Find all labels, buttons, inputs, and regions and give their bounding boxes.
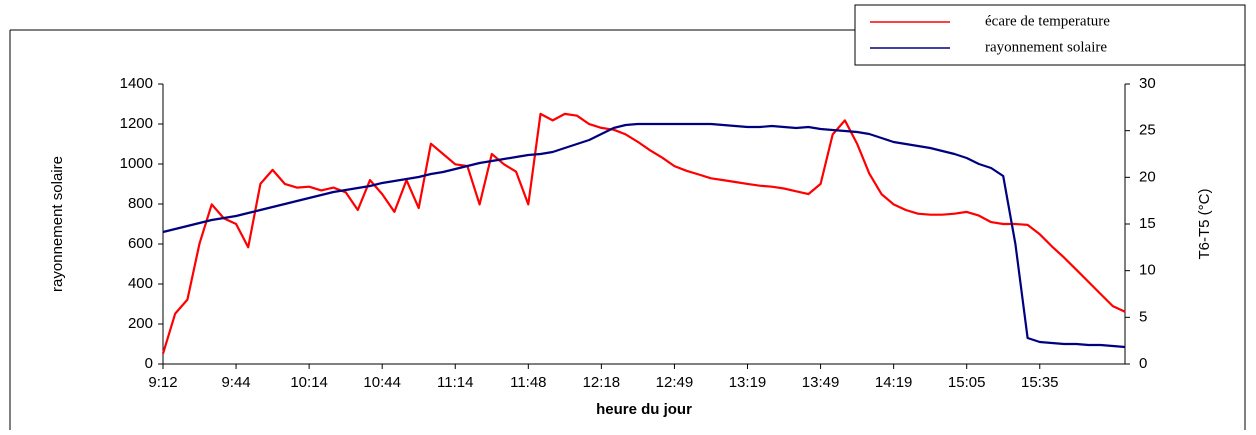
x-tick-label: 13:19: [729, 374, 767, 391]
x-tick-label: 9:12: [148, 374, 177, 391]
x-tick-label: 12:18: [583, 374, 621, 391]
series-line: [161, 112, 1126, 355]
y2-tick-label: 15: [1139, 215, 1156, 232]
x-tick-label: 15:05: [948, 374, 986, 391]
y2-tick-label: 5: [1139, 308, 1147, 325]
y2-tick-label: 20: [1139, 168, 1156, 185]
y-tick-label: 1000: [120, 155, 153, 172]
y-tick-label: 400: [128, 275, 153, 292]
x-tick-label: 10:14: [290, 374, 328, 391]
x-axis-title: heure du jour: [596, 401, 692, 418]
x-tick-label: 14:19: [875, 374, 913, 391]
y2-axis-title: T6-T5 (°C): [1196, 189, 1213, 260]
x-tick-label: 15:35: [1021, 374, 1059, 391]
legend-label: rayonnement solaire: [985, 39, 1107, 55]
y-tick-label: 800: [128, 195, 153, 212]
y2-tick-label: 30: [1139, 75, 1156, 92]
frame: [9, 29, 1246, 430]
y-tick-label: 200: [128, 315, 153, 332]
x-tick-label: 13:49: [802, 374, 840, 391]
x-tick-label: 9:44: [221, 374, 250, 391]
legend-label: écare de temperature: [985, 13, 1110, 29]
legend-box: [854, 4, 1246, 66]
y-tick-label: 1400: [120, 75, 153, 92]
y2-tick-label: 0: [1139, 355, 1147, 372]
y-tick-label: 600: [128, 235, 153, 252]
x-tick-label: 10:44: [363, 374, 401, 391]
x-tick-label: 12:49: [656, 374, 694, 391]
y-axis-title: rayonnement solaire: [49, 156, 66, 292]
y2-tick-label: 25: [1139, 122, 1156, 139]
x-tick-label: 11:14: [437, 374, 473, 391]
series-line: [162, 122, 1126, 349]
y-tick-label: 0: [145, 355, 153, 372]
x-tick-label: 11:48: [510, 374, 546, 391]
y2-tick-label: 10: [1139, 262, 1156, 279]
y-tick-label: 1200: [120, 115, 153, 132]
